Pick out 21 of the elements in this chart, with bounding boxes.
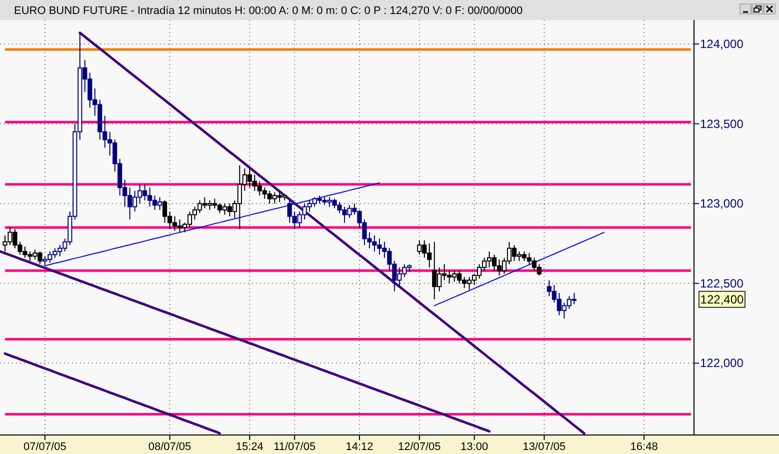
x-tick-label: 13:00 xyxy=(460,441,488,453)
x-tick-label: 15:24 xyxy=(236,441,264,453)
y-tick-label: 122,500 xyxy=(700,276,744,290)
line-series xyxy=(44,182,380,266)
line-series xyxy=(434,232,605,306)
chart-title: EURO BUND FUTURE - Intradía 12 minutos H: 00:00 A: 0 M: 0 m: 0 C: 0 P : 124,270 V: 0 F: 00/00/0000 xyxy=(14,5,523,17)
y-tick-label: 123,500 xyxy=(700,116,744,131)
x-tick-label: 12/07/05 xyxy=(398,441,441,453)
y-tick-label: 122,000 xyxy=(700,356,744,370)
line-series xyxy=(4,352,221,434)
text: 122,400 xyxy=(700,292,744,306)
x-tick-label: 07/07/05 xyxy=(24,441,66,453)
x-tick-label: 16:48 xyxy=(630,441,658,453)
line-series xyxy=(78,32,586,435)
x-tick-label: 08/07/05 xyxy=(148,441,192,453)
y-tick-label: 123,000 xyxy=(700,196,744,211)
x-tick-label: 13/07/05 xyxy=(522,441,566,453)
x-tick-label: 14:12 xyxy=(346,441,374,453)
line-series xyxy=(0,250,491,433)
x-tick-label: 11/07/05 xyxy=(274,441,316,453)
y-tick-label: 124,000 xyxy=(700,36,744,51)
